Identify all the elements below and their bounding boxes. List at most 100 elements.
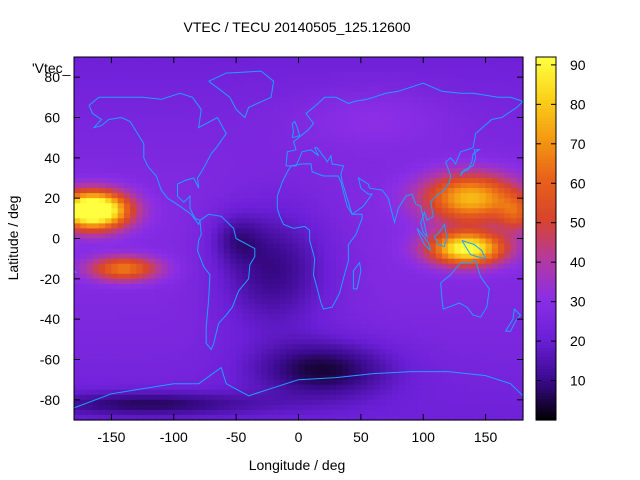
heatmap-cell — [491, 112, 499, 119]
heatmap-cell — [298, 137, 306, 144]
heatmap-cell — [142, 178, 150, 184]
heatmap-cell — [130, 389, 137, 396]
heatmap-cell — [148, 243, 156, 250]
heatmap-cell — [416, 399, 424, 406]
heatmap-cell — [198, 268, 206, 275]
heatmap-cell — [392, 299, 399, 305]
heatmap-cell — [223, 193, 231, 199]
heatmap-cell — [360, 329, 368, 335]
heatmap-cell — [130, 379, 137, 386]
heatmap-cell — [98, 203, 106, 209]
heatmap-cell — [410, 183, 418, 189]
heatmap-cell — [504, 228, 512, 235]
heatmap-cell — [435, 162, 443, 169]
heatmap-cell — [498, 77, 505, 83]
heatmap-cell — [286, 394, 293, 401]
heatmap-cell — [479, 339, 487, 345]
heatmap-cell — [279, 349, 287, 356]
heatmap-cell — [273, 117, 281, 124]
heatmap-cell — [348, 233, 356, 240]
heatmap-cell — [504, 248, 512, 255]
heatmap-cell — [186, 384, 194, 391]
heatmap-cell — [323, 122, 331, 129]
heatmap-cell — [192, 183, 200, 189]
heatmap-cell — [248, 364, 256, 371]
heatmap-cell — [404, 142, 412, 149]
heatmap-cell — [117, 122, 125, 129]
heatmap-cell — [317, 162, 325, 169]
heatmap-cell — [360, 57, 368, 63]
heatmap-cell — [504, 253, 512, 260]
heatmap-cell — [279, 233, 287, 240]
heatmap-cell — [423, 107, 431, 114]
heatmap-cell — [379, 92, 387, 98]
heatmap-cell — [105, 369, 113, 376]
heatmap-cell — [510, 107, 518, 114]
heatmap-cell — [161, 278, 169, 285]
heatmap-cell — [198, 117, 206, 124]
heatmap-cell — [248, 193, 256, 199]
heatmap-cell — [286, 324, 293, 330]
heatmap-cell — [304, 354, 312, 361]
heatmap-cell — [267, 67, 275, 73]
heatmap-cell — [504, 162, 512, 169]
heatmap-cell — [310, 374, 318, 381]
heatmap-cell — [242, 309, 250, 315]
heatmap-cell — [223, 389, 231, 396]
heatmap-cell — [173, 137, 181, 144]
heatmap-cell — [186, 238, 194, 245]
heatmap-cell — [86, 203, 94, 209]
heatmap-cell — [155, 117, 162, 124]
heatmap-cell — [292, 339, 300, 345]
heatmap-cell — [310, 379, 318, 386]
heatmap-cell — [304, 258, 312, 265]
heatmap-cell — [448, 364, 456, 371]
heatmap-cell — [466, 233, 474, 240]
heatmap-cell — [279, 203, 287, 209]
heatmap-cell — [217, 147, 225, 154]
heatmap-cell — [460, 288, 468, 295]
heatmap-cell — [92, 152, 100, 159]
heatmap-cell — [429, 304, 437, 310]
heatmap-cell — [323, 273, 331, 280]
heatmap-cell — [286, 354, 293, 361]
heatmap-cell — [441, 364, 449, 371]
heatmap-cell — [105, 92, 113, 98]
heatmap-cell — [348, 183, 356, 189]
heatmap-cell — [410, 112, 418, 119]
heatmap-cell — [441, 293, 449, 300]
heatmap-cell — [448, 374, 456, 381]
heatmap-cell — [123, 87, 131, 93]
heatmap-cell — [74, 324, 81, 330]
heatmap-cell — [398, 218, 406, 224]
heatmap-cell — [516, 112, 524, 119]
heatmap-cell — [111, 183, 119, 189]
heatmap-cell — [261, 248, 268, 255]
heatmap-cell — [229, 147, 237, 154]
heatmap-cell — [435, 384, 443, 391]
heatmap-cell — [123, 364, 131, 371]
heatmap-cell — [441, 349, 449, 356]
heatmap-cell — [466, 389, 474, 396]
heatmap-cell — [267, 218, 275, 224]
heatmap-cell — [466, 193, 474, 199]
heatmap-cell — [180, 218, 187, 224]
heatmap-cell — [454, 92, 462, 98]
heatmap-cell — [223, 364, 231, 371]
heatmap-cell — [516, 72, 524, 78]
heatmap-cell — [236, 213, 243, 219]
heatmap-cell — [454, 248, 462, 255]
heatmap-cell — [510, 258, 518, 265]
heatmap-cell — [435, 147, 443, 154]
heatmap-cell — [217, 273, 225, 280]
heatmap-cell — [130, 258, 137, 265]
heatmap-cell — [354, 253, 362, 260]
heatmap-cell — [498, 203, 505, 209]
heatmap-cell — [504, 132, 512, 139]
heatmap-cell — [92, 399, 100, 406]
heatmap-cell — [348, 263, 356, 270]
heatmap-cell — [485, 117, 493, 124]
heatmap-cell — [254, 304, 262, 310]
heatmap-cell — [148, 102, 156, 109]
heatmap-cell — [136, 359, 144, 366]
